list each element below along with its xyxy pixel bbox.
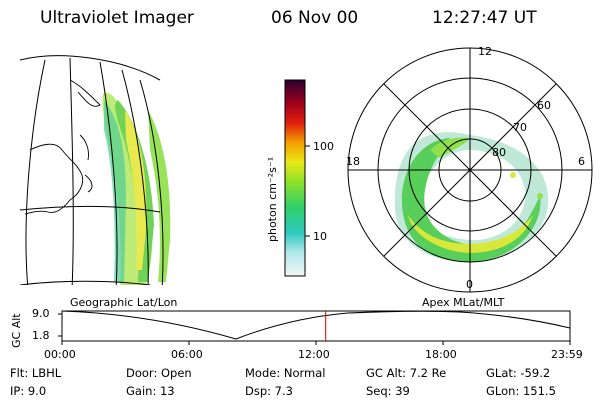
- gain-value: Gain: 13: [126, 384, 175, 398]
- geographic-grid: [20, 55, 164, 285]
- gc-alt-value: GC Alt: 7.2 Re: [366, 366, 447, 380]
- glat-value: GLat: -59.2: [486, 366, 551, 380]
- glon-value: GLon: 151.5: [486, 384, 556, 398]
- auroral-oval-magnetic: [394, 132, 549, 262]
- mlat-label-80: 80: [492, 146, 506, 159]
- time-tick-1200: 12:00: [298, 348, 330, 361]
- door-status: Door: Open: [126, 366, 192, 380]
- altitude-tick-9: 9.0: [32, 307, 50, 320]
- mlt-label-0: 0: [466, 278, 473, 291]
- mode-value: Mode: Normal: [245, 366, 326, 380]
- seq-value: Seq: 39: [366, 384, 410, 398]
- dsp-value: Dsp: 7.3: [245, 384, 293, 398]
- mlat-label-60: 60: [537, 99, 551, 112]
- instrument-title: Ultraviolet Imager: [40, 8, 194, 28]
- altitude-axis-label: GC Alt: [10, 313, 23, 348]
- time-tick-1800: 18:00: [425, 348, 457, 361]
- observation-time: 12:27:47 UT: [432, 8, 537, 28]
- altitude-tick-1.8: 1.8: [32, 329, 50, 342]
- altitude-plot: [58, 310, 571, 345]
- polar-mlat-mlt-plot: [347, 47, 593, 293]
- color-scale-bar: [284, 79, 310, 277]
- colorbar-tick-10: 10: [313, 230, 327, 243]
- time-tick-2359: 23:59: [551, 348, 583, 361]
- mlt-label-18: 18: [346, 155, 360, 168]
- geographic-panel-label: Geographic Lat/Lon: [70, 296, 178, 309]
- coastline: [24, 79, 101, 215]
- mlt-label-12: 12: [478, 45, 492, 58]
- filter-value: Flt: LBHL: [10, 366, 62, 380]
- colorbar-tick-100: 100: [313, 140, 334, 153]
- colorbar-unit-label: photon cm⁻²s⁻¹: [266, 156, 279, 242]
- ip-value: IP: 9.0: [10, 384, 47, 398]
- time-tick-0600: 06:00: [171, 348, 203, 361]
- mlt-label-6: 6: [578, 155, 585, 168]
- geographic-map-panel: [20, 55, 171, 285]
- observation-date: 06 Nov 00: [271, 8, 359, 28]
- magnetic-panel-label: Apex MLat/MLT: [422, 296, 505, 309]
- time-tick-0000: 00:00: [44, 348, 76, 361]
- mlat-label-70: 70: [513, 121, 527, 134]
